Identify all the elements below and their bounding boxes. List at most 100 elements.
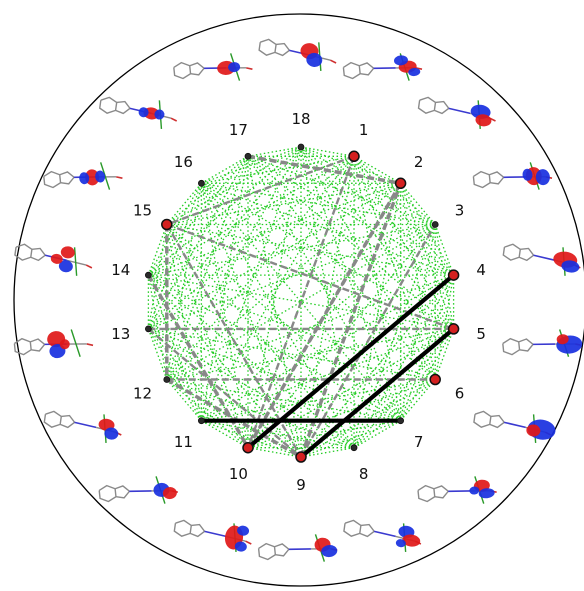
weak-edge-2-8 bbox=[353, 183, 402, 448]
orbital-1-icon bbox=[342, 53, 423, 81]
weak-edge-2-10 bbox=[247, 182, 402, 449]
orbital-17-icon bbox=[173, 53, 253, 81]
weak-edge-1-4 bbox=[353, 155, 455, 276]
weak-edge-17-18 bbox=[247, 146, 302, 157]
weak-edge-12-16 bbox=[166, 183, 203, 380]
weak-edge-12-14 bbox=[147, 274, 168, 380]
node-15 bbox=[161, 218, 173, 231]
weak-edge-5-12 bbox=[166, 328, 454, 381]
node-label-5: 5 bbox=[476, 325, 486, 343]
weak-edge-2-5 bbox=[399, 183, 455, 330]
node-12 bbox=[163, 376, 171, 383]
weak-edge-1-2 bbox=[353, 155, 401, 184]
node-4 bbox=[447, 269, 460, 281]
node-label-4: 4 bbox=[476, 261, 486, 279]
medium-edge-9-2 bbox=[299, 182, 403, 458]
weak-edge-11-14 bbox=[147, 274, 203, 421]
orbital-9-icon bbox=[257, 534, 338, 562]
weak-edge-5-7 bbox=[400, 328, 455, 422]
strong-edge-5-9 bbox=[298, 326, 456, 460]
weak-edge-1-12 bbox=[166, 155, 355, 380]
weak-edge-3-5 bbox=[434, 224, 455, 330]
weak-edge-15-17 bbox=[166, 155, 249, 225]
weak-edge-3-13 bbox=[148, 223, 436, 330]
weak-edge-2-18 bbox=[300, 146, 401, 184]
node-label-3: 3 bbox=[455, 202, 465, 220]
weak-edge-12-18 bbox=[166, 146, 302, 380]
weak-edge-3-7 bbox=[399, 224, 436, 421]
weak-edge-7-14 bbox=[148, 274, 401, 422]
weak-edge-2-14 bbox=[148, 182, 401, 276]
weak-edge-6-7 bbox=[400, 379, 436, 422]
weak-edge-12-13 bbox=[147, 328, 168, 380]
weak-edge-8-11 bbox=[201, 420, 355, 449]
node-17 bbox=[244, 152, 252, 160]
orbital-images bbox=[13, 38, 583, 562]
weak-edge-3-14 bbox=[148, 223, 436, 276]
weak-edge-6-10 bbox=[247, 378, 436, 449]
node-label-13: 13 bbox=[111, 325, 130, 343]
weak-edge-2-12 bbox=[166, 182, 402, 380]
weak-edge-6-18 bbox=[300, 146, 436, 380]
medium-edges bbox=[146, 154, 455, 459]
orbital-13-icon bbox=[13, 329, 94, 359]
weak-edge-7-9 bbox=[300, 420, 401, 458]
node-9 bbox=[295, 451, 307, 463]
weak-edge-2-6 bbox=[399, 183, 436, 380]
weak-edge-5-11 bbox=[201, 328, 454, 422]
node-label-18: 18 bbox=[291, 110, 310, 128]
weak-edge-6-9 bbox=[300, 378, 436, 458]
weak-edge-6-16 bbox=[200, 182, 436, 380]
weak-edge-10-18 bbox=[247, 146, 302, 448]
weak-edges bbox=[147, 146, 455, 458]
weak-edge-10-11 bbox=[201, 420, 249, 449]
node-6 bbox=[429, 373, 441, 386]
orbital-12-icon bbox=[43, 410, 122, 443]
weak-edge-7-15 bbox=[166, 224, 402, 422]
weak-edge-6-17 bbox=[247, 155, 436, 380]
medium-edge-1-10 bbox=[246, 155, 356, 449]
weak-edge-1-11 bbox=[200, 155, 355, 422]
weak-edge-4-12 bbox=[166, 274, 454, 381]
medium-edge-2-10 bbox=[246, 182, 403, 449]
strong-edges bbox=[199, 273, 456, 460]
weak-edge-4-16 bbox=[201, 182, 454, 276]
weak-edge-3-4 bbox=[434, 224, 455, 276]
weak-edge-10-13 bbox=[147, 328, 249, 449]
orbital-18-icon bbox=[258, 38, 337, 71]
weak-edge-11-15 bbox=[166, 224, 203, 421]
weak-edge-8-15 bbox=[166, 224, 355, 449]
node-5 bbox=[447, 323, 460, 335]
weak-edge-13-17 bbox=[147, 155, 249, 330]
medium-edge-15-5 bbox=[166, 223, 455, 331]
orbital-10-icon bbox=[173, 519, 252, 552]
weak-edge-8-9 bbox=[300, 447, 355, 458]
node-label-9: 9 bbox=[296, 476, 306, 494]
weak-edge-4-15 bbox=[166, 223, 454, 276]
node-label-10: 10 bbox=[229, 465, 248, 483]
node-label-8: 8 bbox=[359, 465, 369, 483]
weak-edge-4-8 bbox=[353, 274, 455, 449]
weak-edge-3-17 bbox=[247, 155, 436, 226]
weak-edge-10-16 bbox=[200, 183, 249, 448]
node-7 bbox=[397, 417, 405, 425]
weak-edge-1-5 bbox=[353, 155, 455, 330]
weak-edge-7-13 bbox=[148, 328, 401, 422]
weak-edge-1-13 bbox=[147, 155, 355, 330]
orbital-6-icon bbox=[473, 410, 556, 443]
medium-edge-1-15 bbox=[166, 155, 355, 226]
weak-edge-1-18 bbox=[300, 146, 355, 157]
weak-edge-1-7 bbox=[353, 156, 402, 421]
weak-edge-15-18 bbox=[166, 146, 302, 226]
orbital-4-icon bbox=[502, 243, 581, 276]
node-11 bbox=[197, 417, 205, 425]
weak-edge-4-7 bbox=[399, 274, 455, 421]
orbital-8-icon bbox=[343, 519, 422, 552]
weak-edge-7-8 bbox=[353, 420, 401, 449]
node-label-12: 12 bbox=[133, 385, 152, 403]
node-label-14: 14 bbox=[111, 261, 130, 279]
weak-edge-9-10 bbox=[247, 447, 302, 458]
weak-edge-6-13 bbox=[148, 328, 436, 381]
medium-edge-9-3 bbox=[299, 223, 437, 458]
